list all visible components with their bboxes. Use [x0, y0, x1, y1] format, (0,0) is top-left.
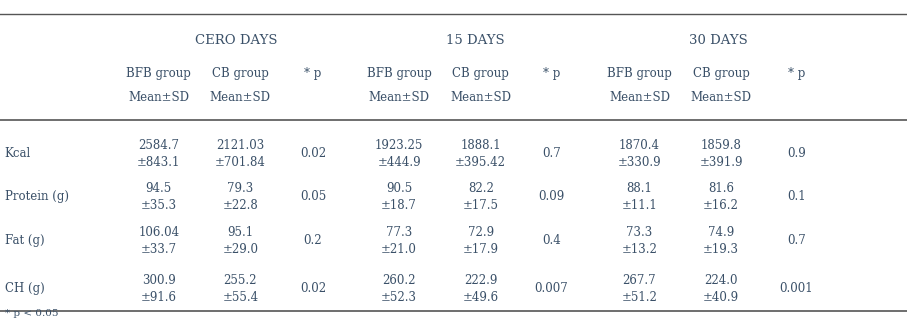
- Text: Fat (g): Fat (g): [5, 234, 44, 247]
- Text: 1888.1: 1888.1: [461, 139, 501, 152]
- Text: CB group: CB group: [212, 67, 268, 80]
- Text: ±17.9: ±17.9: [463, 243, 499, 256]
- Text: ±391.9: ±391.9: [699, 156, 743, 169]
- Text: ±35.3: ±35.3: [141, 199, 177, 212]
- Text: * p < 0.05: * p < 0.05: [5, 309, 58, 318]
- Text: Protein (g): Protein (g): [5, 190, 69, 203]
- Text: 2121.03: 2121.03: [216, 139, 265, 152]
- Text: 88.1: 88.1: [627, 182, 652, 195]
- Text: ±11.1: ±11.1: [621, 199, 658, 212]
- Text: 82.2: 82.2: [468, 182, 493, 195]
- Text: 260.2: 260.2: [383, 274, 415, 287]
- Text: ±330.9: ±330.9: [618, 156, 661, 169]
- Text: Mean±SD: Mean±SD: [690, 91, 752, 104]
- Text: 0.2: 0.2: [304, 234, 322, 247]
- Text: ±55.4: ±55.4: [222, 291, 258, 304]
- Text: BFB group: BFB group: [366, 67, 432, 80]
- Text: ±33.7: ±33.7: [141, 243, 177, 256]
- Text: ±19.3: ±19.3: [703, 243, 739, 256]
- Text: 72.9: 72.9: [468, 226, 493, 239]
- Text: Kcal: Kcal: [5, 147, 31, 160]
- Text: ±51.2: ±51.2: [621, 291, 658, 304]
- Text: Mean±SD: Mean±SD: [450, 91, 512, 104]
- Text: 1923.25: 1923.25: [375, 139, 424, 152]
- Text: ±29.0: ±29.0: [222, 243, 258, 256]
- Text: 222.9: 222.9: [464, 274, 497, 287]
- Text: ±843.1: ±843.1: [137, 156, 180, 169]
- Text: CH (g): CH (g): [5, 282, 44, 295]
- Text: 95.1: 95.1: [228, 226, 253, 239]
- Text: 300.9: 300.9: [141, 274, 176, 287]
- Text: CB group: CB group: [693, 67, 749, 80]
- Text: 77.3: 77.3: [386, 226, 412, 239]
- Text: 267.7: 267.7: [622, 274, 657, 287]
- Text: 0.1: 0.1: [787, 190, 805, 203]
- Text: 0.007: 0.007: [534, 282, 569, 295]
- Text: ±16.2: ±16.2: [703, 199, 739, 212]
- Text: 94.5: 94.5: [146, 182, 171, 195]
- Text: Mean±SD: Mean±SD: [128, 91, 190, 104]
- Text: 0.001: 0.001: [779, 282, 814, 295]
- Text: ±13.2: ±13.2: [621, 243, 658, 256]
- Text: 90.5: 90.5: [386, 182, 412, 195]
- Text: 106.04: 106.04: [138, 226, 180, 239]
- Text: 0.05: 0.05: [300, 190, 326, 203]
- Text: BFB group: BFB group: [607, 67, 672, 80]
- Text: ±22.8: ±22.8: [222, 199, 258, 212]
- Text: 224.0: 224.0: [705, 274, 737, 287]
- Text: 0.7: 0.7: [787, 234, 805, 247]
- Text: ±40.9: ±40.9: [703, 291, 739, 304]
- Text: ±21.0: ±21.0: [381, 243, 417, 256]
- Text: 15 DAYS: 15 DAYS: [446, 34, 504, 46]
- Text: CERO DAYS: CERO DAYS: [195, 34, 277, 46]
- Text: * p: * p: [304, 67, 322, 80]
- Text: Mean±SD: Mean±SD: [210, 91, 271, 104]
- Text: * p: * p: [542, 67, 561, 80]
- Text: 30 DAYS: 30 DAYS: [688, 34, 747, 46]
- Text: BFB group: BFB group: [126, 67, 191, 80]
- Text: 0.02: 0.02: [300, 282, 326, 295]
- Text: 74.9: 74.9: [708, 226, 734, 239]
- Text: * p: * p: [787, 67, 805, 80]
- Text: 0.7: 0.7: [542, 147, 561, 160]
- Text: ±444.9: ±444.9: [377, 156, 421, 169]
- Text: 1859.8: 1859.8: [700, 139, 742, 152]
- Text: 2584.7: 2584.7: [138, 139, 180, 152]
- Text: ±701.84: ±701.84: [215, 156, 266, 169]
- Text: Mean±SD: Mean±SD: [609, 91, 670, 104]
- Text: 0.9: 0.9: [787, 147, 805, 160]
- Text: Mean±SD: Mean±SD: [368, 91, 430, 104]
- Text: CB group: CB group: [453, 67, 509, 80]
- Text: ±49.6: ±49.6: [463, 291, 499, 304]
- Text: 73.3: 73.3: [627, 226, 652, 239]
- Text: ±52.3: ±52.3: [381, 291, 417, 304]
- Text: 79.3: 79.3: [228, 182, 253, 195]
- Text: 255.2: 255.2: [224, 274, 257, 287]
- Text: ±91.6: ±91.6: [141, 291, 177, 304]
- Text: ±17.5: ±17.5: [463, 199, 499, 212]
- Text: 1870.4: 1870.4: [619, 139, 660, 152]
- Text: 0.09: 0.09: [539, 190, 564, 203]
- Text: 0.02: 0.02: [300, 147, 326, 160]
- Text: 81.6: 81.6: [708, 182, 734, 195]
- Text: ±18.7: ±18.7: [381, 199, 417, 212]
- Text: 0.4: 0.4: [542, 234, 561, 247]
- Text: ±395.42: ±395.42: [455, 156, 506, 169]
